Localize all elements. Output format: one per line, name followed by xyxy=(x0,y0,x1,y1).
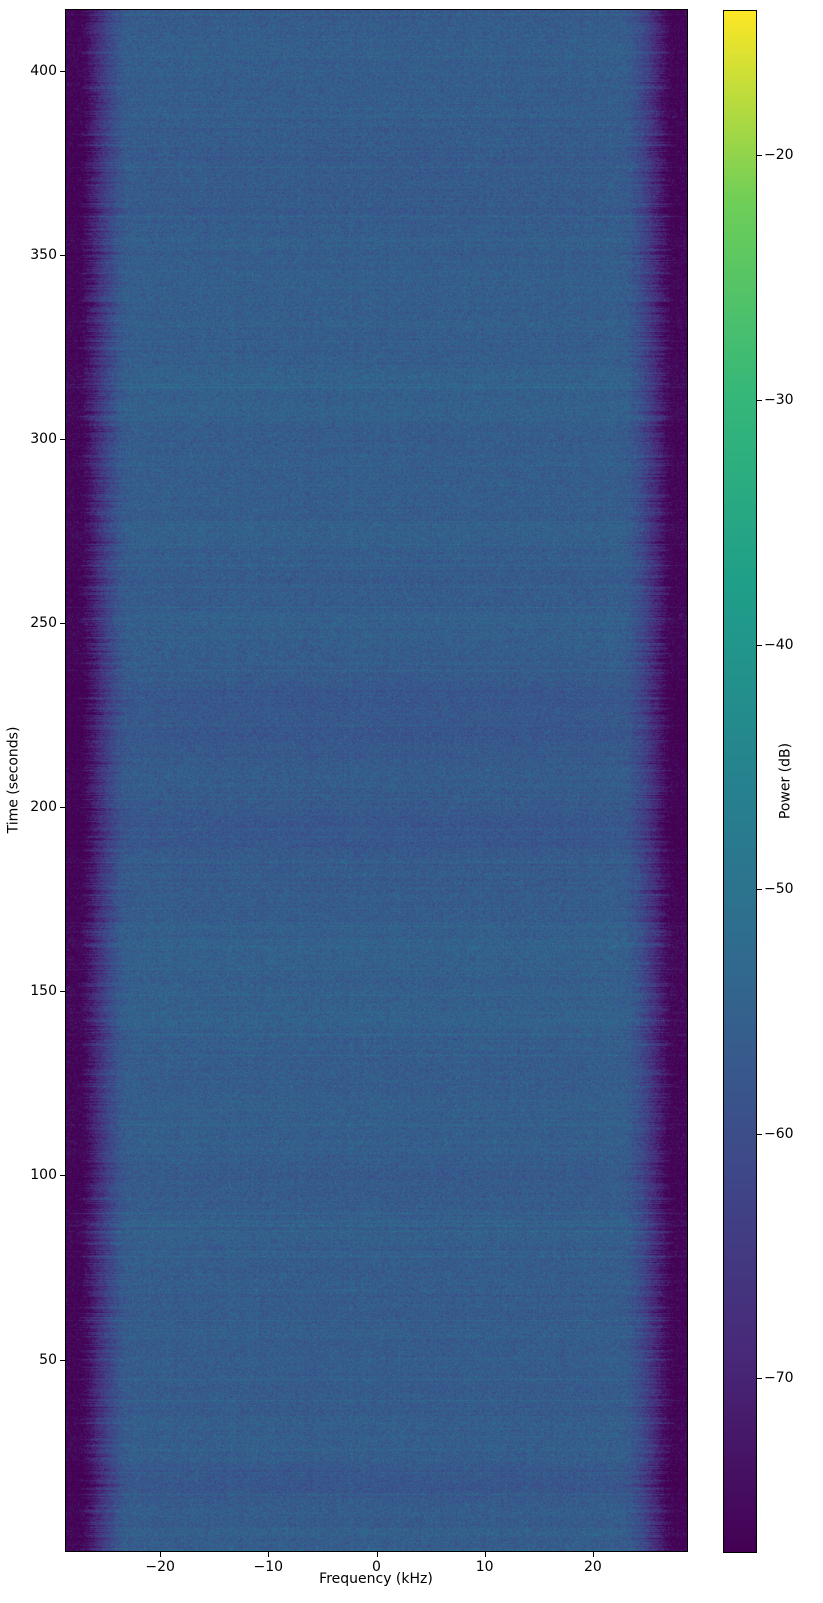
x-axis-tick xyxy=(376,1552,378,1557)
x-axis-tick-label: 10 xyxy=(475,1559,494,1575)
x-axis-tick-label: −20 xyxy=(145,1559,175,1575)
y-axis-tick-label: 400 xyxy=(30,62,57,79)
colorbar-tick xyxy=(757,889,762,891)
y-axis-tick xyxy=(60,1175,65,1177)
plot-area xyxy=(65,9,688,1552)
colorbar-gradient xyxy=(724,11,756,1552)
y-axis-tick-label: 300 xyxy=(30,430,57,447)
x-axis-tick-label: −10 xyxy=(253,1559,284,1575)
y-axis-tick xyxy=(60,438,65,440)
colorbar-tick xyxy=(757,1378,762,1380)
y-axis-tick xyxy=(60,1359,65,1361)
colorbar-tick xyxy=(757,644,762,646)
y-axis-tick xyxy=(60,991,65,993)
y-axis-label: Time (seconds) xyxy=(5,726,22,834)
x-axis-tick xyxy=(484,1552,486,1557)
colorbar-tick-label: −40 xyxy=(764,636,794,653)
y-axis-tick xyxy=(60,254,65,256)
y-axis-tick-label: 50 xyxy=(39,1351,57,1368)
colorbar-tick-label: −30 xyxy=(764,391,794,408)
x-axis-tick-label: 0 xyxy=(372,1559,381,1575)
colorbar-tick-label: −70 xyxy=(764,1370,794,1387)
colorbar-tick-label: −20 xyxy=(764,147,794,164)
spectrogram-image xyxy=(66,10,687,1551)
x-axis-tick xyxy=(160,1552,162,1557)
y-axis-tick xyxy=(60,807,65,809)
y-axis-tick xyxy=(60,623,65,625)
x-axis-tick xyxy=(268,1552,270,1557)
colorbar-tick xyxy=(757,155,762,157)
y-axis-tick-label: 250 xyxy=(30,615,57,632)
y-axis-tick-label: 100 xyxy=(30,1167,57,1184)
y-axis-tick-label: 350 xyxy=(30,246,57,263)
y-axis-tick-label: 200 xyxy=(30,799,57,816)
colorbar-tick xyxy=(757,399,762,401)
x-axis-label: Frequency (kHz) xyxy=(319,1571,433,1587)
colorbar-tick-label: −50 xyxy=(764,881,794,898)
x-axis-tick xyxy=(592,1552,594,1557)
y-axis-tick xyxy=(60,70,65,72)
x-axis-tick-label: 20 xyxy=(583,1559,602,1575)
y-axis-tick-label: 150 xyxy=(30,983,57,1000)
colorbar-tick xyxy=(757,1133,762,1135)
colorbar xyxy=(723,10,757,1553)
colorbar-label: Power (dB) xyxy=(777,742,794,820)
colorbar-tick-label: −60 xyxy=(764,1125,794,1142)
